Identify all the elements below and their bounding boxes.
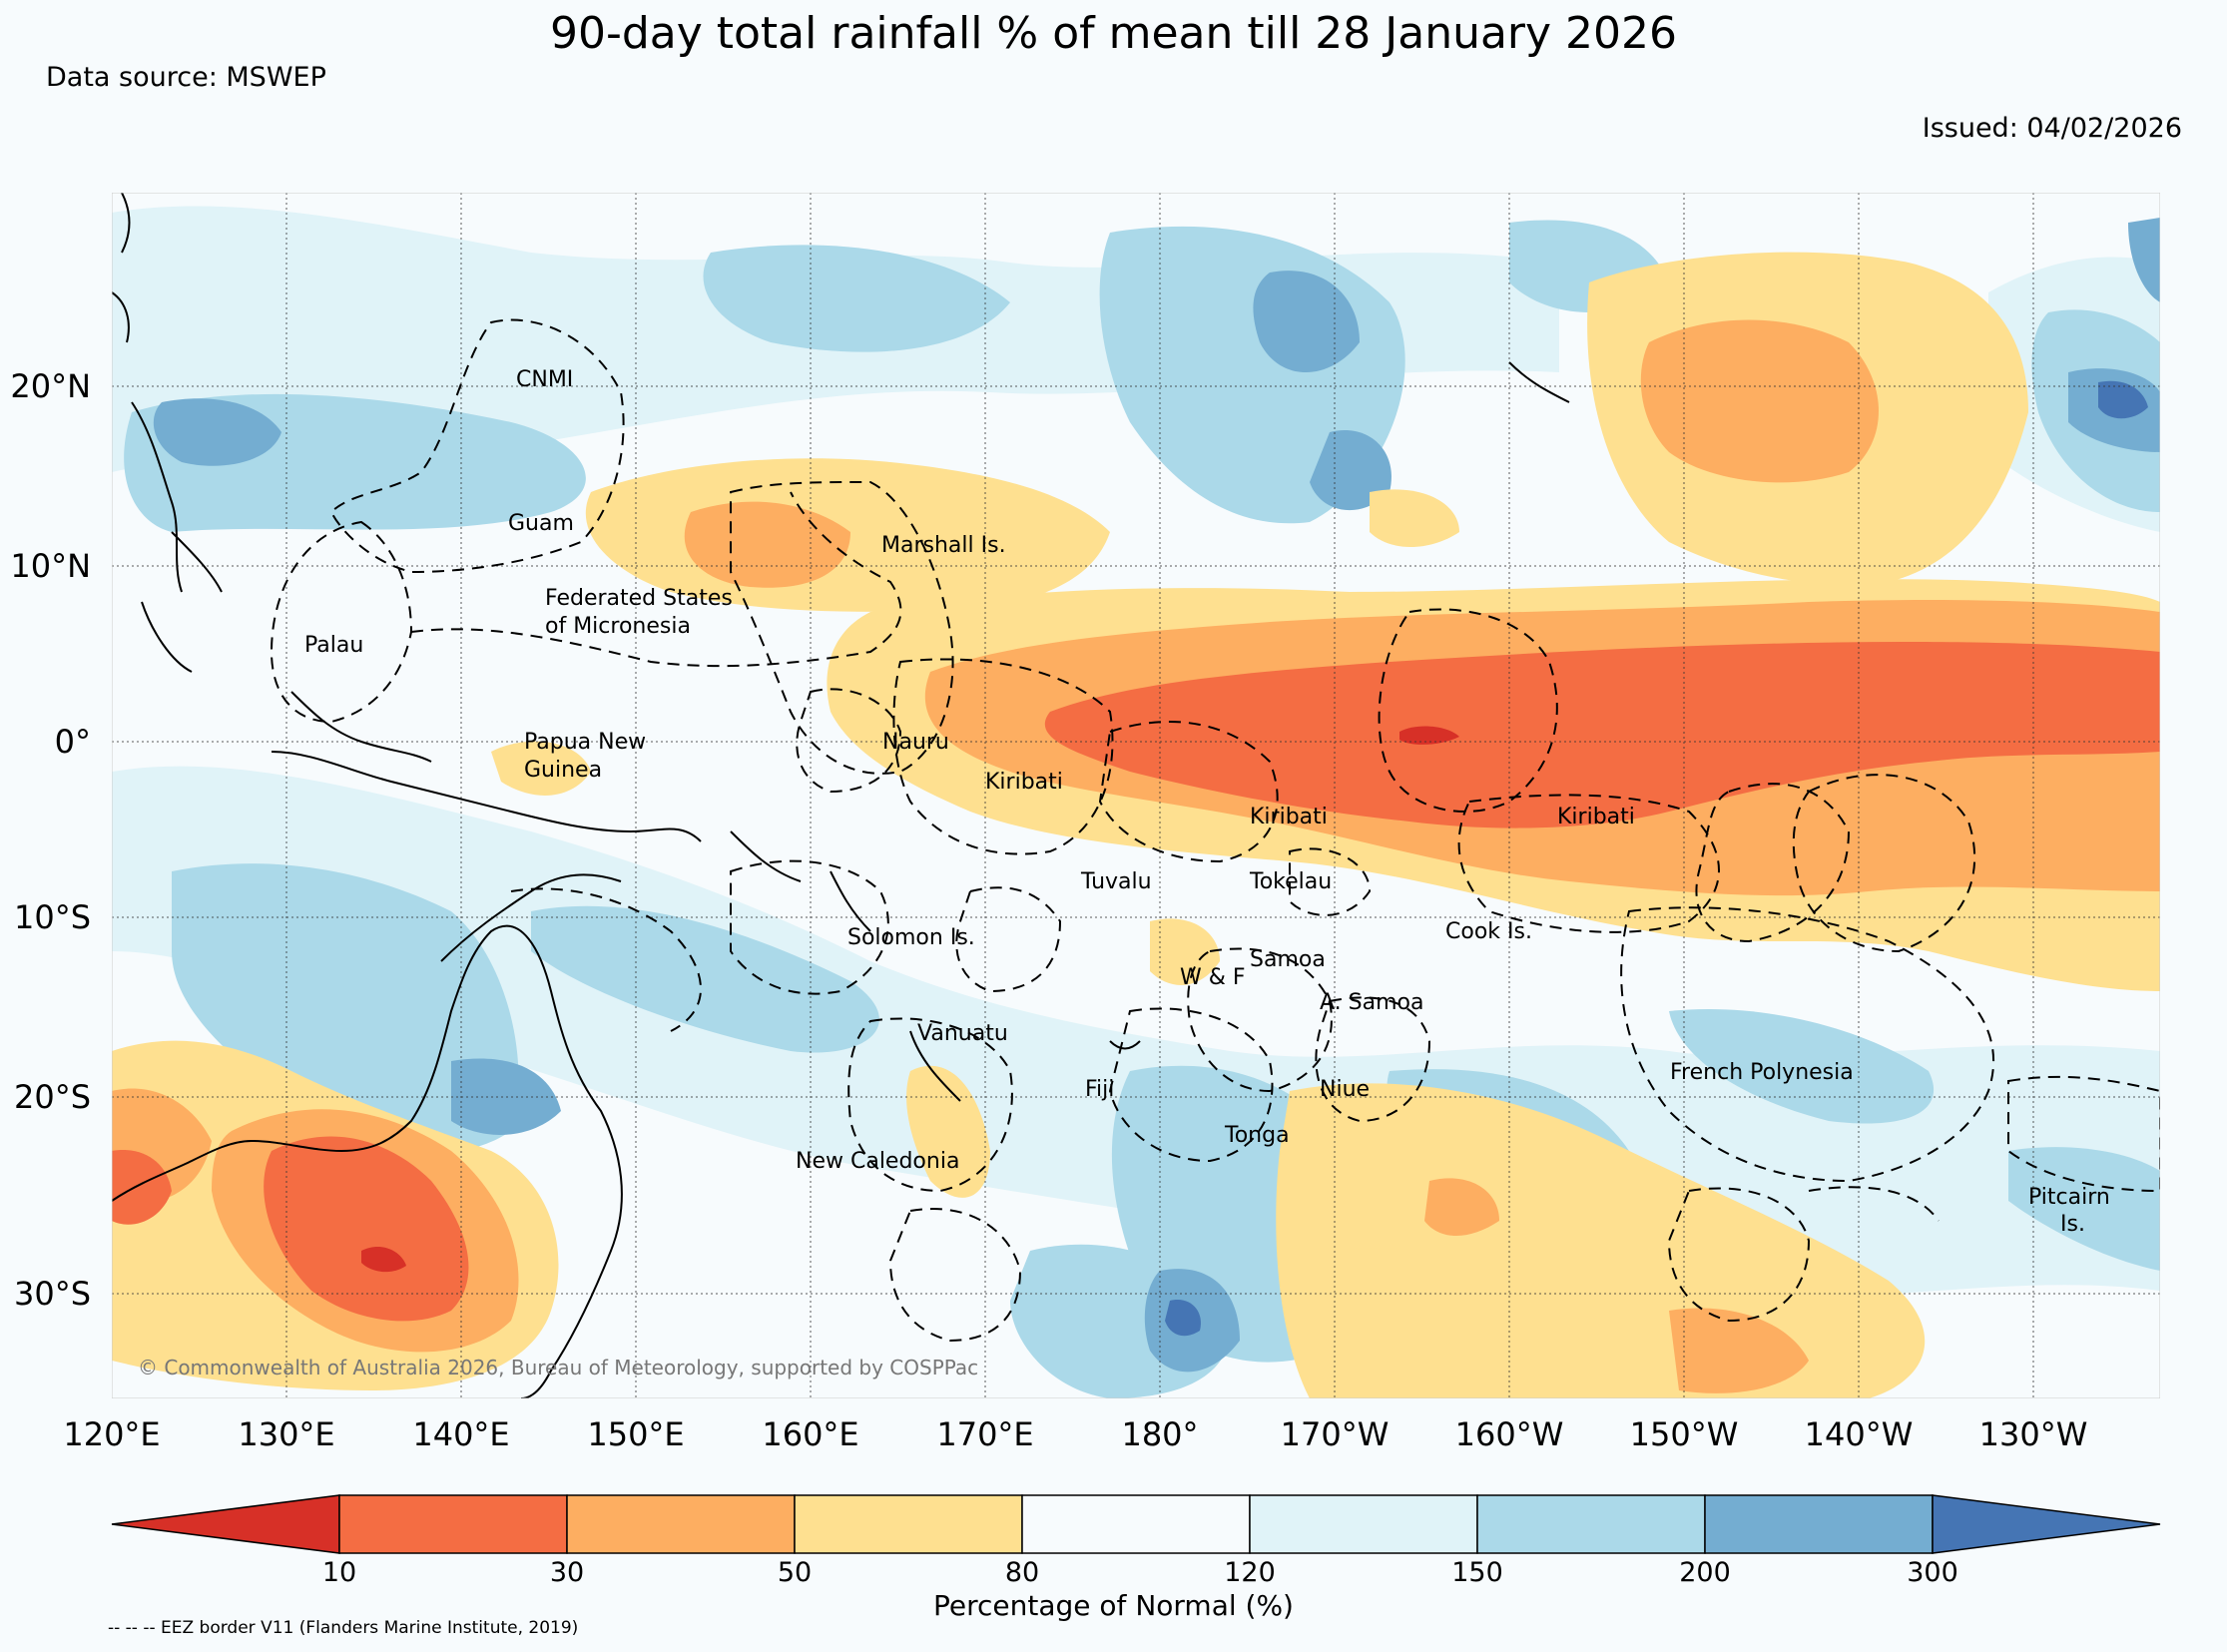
colorbar-200-300 [1704, 1494, 1934, 1554]
lat-label-20n: 20°N [10, 367, 91, 405]
lon-label-180: 180° [1121, 1415, 1199, 1453]
lat-label-10s: 10°S [13, 898, 91, 936]
colorbar-150-200 [1476, 1494, 1706, 1554]
colorbar-tick-50: 50 [777, 1557, 813, 1588]
lon-label-150w: 150°W [1629, 1415, 1739, 1453]
colorbar-tick-200: 200 [1679, 1557, 1731, 1588]
colorbar-lt10 [111, 1494, 340, 1554]
issued-date: Issued: 04/02/2026 [1922, 113, 2182, 144]
colorbar-tick-150: 150 [1451, 1557, 1503, 1588]
colorbar-label: Percentage of Normal (%) [933, 1589, 1294, 1622]
lon-label-170w: 170°W [1280, 1415, 1390, 1453]
rainfall-map: CNMI Guam Federated States of Micronesia… [112, 193, 2160, 1398]
colorbar-50-80 [794, 1494, 1023, 1554]
label-samoa: Samoa [1250, 947, 1326, 972]
colorbar-tick-300: 300 [1907, 1557, 1958, 1588]
lon-label-130w: 130°W [1978, 1415, 2088, 1453]
lon-label-120e: 120°E [63, 1415, 161, 1453]
eez-borders [270, 318, 2160, 1343]
lon-label-160w: 160°W [1454, 1415, 1564, 1453]
label-kiribati-central: Kiribati [1250, 805, 1328, 829]
wettest-regions [1165, 380, 2148, 1337]
colorbar-tick-120: 120 [1224, 1557, 1276, 1588]
label-tonga: Tonga [1224, 1123, 1290, 1148]
label-tuvalu: Tuvalu [1080, 869, 1152, 894]
colorbar-10-30 [338, 1494, 568, 1554]
driest-regions [361, 726, 1459, 1273]
label-png-2: Guinea [524, 758, 602, 783]
lon-label-130e: 130°E [238, 1415, 335, 1453]
label-kiribati-east: Kiribati [1557, 805, 1635, 829]
map-title: 90-day total rainfall % of mean till 28 … [549, 8, 1678, 59]
label-cook: Cook Is. [1445, 919, 1532, 944]
lon-label-140w: 140°W [1804, 1415, 1914, 1453]
label-palau: Palau [304, 633, 363, 658]
coastlines [112, 193, 1570, 1398]
lon-label-170e: 170°E [936, 1415, 1034, 1453]
lon-label-160e: 160°E [762, 1415, 859, 1453]
label-fsm-2: of Micronesia [545, 614, 691, 639]
lat-label-20s: 20°S [13, 1078, 91, 1116]
label-guam: Guam [508, 511, 574, 536]
label-tokelau: Tokelau [1249, 869, 1332, 894]
colorbar-120-150 [1249, 1494, 1478, 1554]
drier-dark-regions [112, 642, 2160, 1322]
data-source: Data source: MSWEP [46, 62, 326, 93]
colorbar-tick-10: 10 [321, 1557, 357, 1588]
label-pitcairn-2: Is. [2060, 1212, 2085, 1237]
label-kiribati-west: Kiribati [985, 770, 1063, 795]
label-fsm-1: Federated States [545, 586, 733, 611]
label-niue: Niue [1320, 1077, 1370, 1102]
graticule [112, 193, 2160, 1398]
colorbar-tick-30: 30 [549, 1557, 585, 1588]
colorbar [111, 1494, 2161, 1554]
label-new-caledonia: New Caledonia [796, 1149, 959, 1174]
label-french-polynesia: French Polynesia [1670, 1060, 1854, 1085]
label-american-samoa: A. Samoa [1320, 990, 1423, 1015]
label-png-1: Papua New [524, 730, 646, 755]
lat-label-30s: 30°S [13, 1275, 91, 1313]
lon-label-150e: 150°E [587, 1415, 685, 1453]
colorbar-gt300 [1932, 1494, 2161, 1554]
label-vanuatu: Vanuatu [917, 1021, 1008, 1046]
eez-note: -- -- -- EEZ border V11 (Flanders Marine… [108, 1618, 579, 1638]
label-nauru: Nauru [882, 730, 949, 755]
label-pitcairn-1: Pitcairn [2028, 1185, 2110, 1210]
lat-label-0: 0° [54, 723, 91, 761]
colorbar-tick-80: 80 [1004, 1557, 1040, 1588]
colorbar-30-50 [566, 1494, 796, 1554]
label-cnmi: CNMI [516, 367, 573, 392]
lat-label-10n: 10°N [10, 547, 91, 585]
lon-label-140e: 140°E [412, 1415, 510, 1453]
label-fiji: Fiji [1085, 1077, 1114, 1102]
place-labels: CNMI Guam Federated States of Micronesia… [304, 367, 2110, 1237]
label-wallis-futuna: W & F [1180, 965, 1246, 990]
colorbar-80-120 [1021, 1494, 1251, 1554]
label-marshall: Marshall Is. [881, 533, 1006, 558]
copyright-notice: © Commonwealth of Australia 2026, Bureau… [138, 1356, 978, 1379]
label-solomon: Solomon Is. [847, 925, 975, 950]
